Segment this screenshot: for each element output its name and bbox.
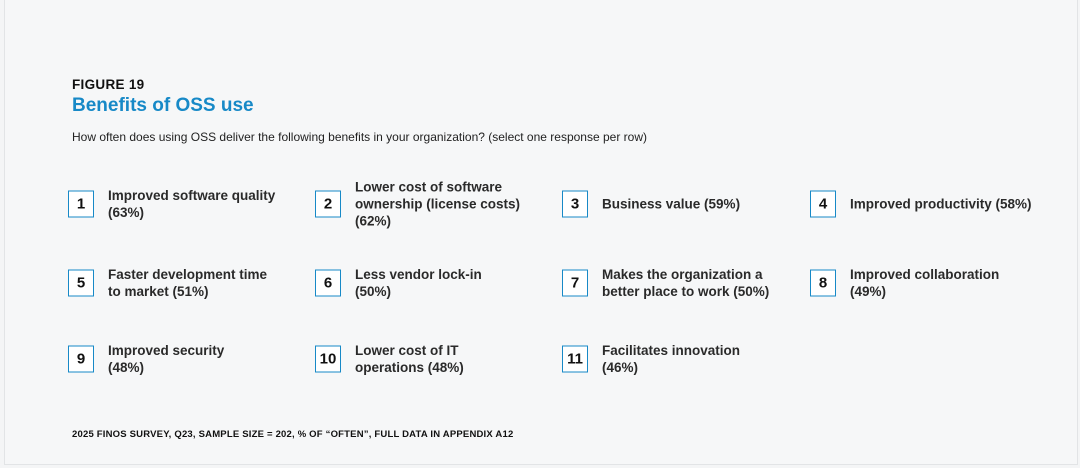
- benefit-number: 6: [315, 269, 341, 297]
- benefit-text: Improved collaboration (49%): [850, 267, 1000, 299]
- figure-panel: FIGURE 19 Benefits of OSS use How often …: [4, 0, 1078, 465]
- benefit-text: Lower cost of software ownership (licens…: [355, 179, 521, 229]
- benefit-item: 2 Lower cost of software ownership (lice…: [315, 179, 545, 229]
- benefit-item: 3 Business value (59%): [562, 179, 792, 229]
- benefit-number: 2: [315, 190, 341, 218]
- benefit-item: 11 Facilitates innovation (46%): [562, 334, 792, 384]
- benefit-item: 7 Makes the organization a better place …: [562, 258, 792, 308]
- benefit-item: 10 Lower cost of IT operations (48%): [315, 334, 545, 384]
- benefit-text: Less vendor lock-in (50%): [355, 267, 482, 299]
- figure-footnote: 2025 FINOS SURVEY, Q23, SAMPLE SIZE = 20…: [72, 429, 514, 440]
- benefit-item: 8 Improved collaboration (49%): [810, 258, 1040, 308]
- benefit-text: Business value (59%): [602, 196, 741, 212]
- benefit-text: Improved software quality (63%): [108, 188, 276, 220]
- benefit-item: 5 Faster development time to market (51%…: [68, 258, 298, 308]
- benefit-number: 10: [315, 345, 341, 373]
- benefit-number: 1: [68, 190, 94, 218]
- benefit-text: Improved security (48%): [108, 343, 225, 375]
- benefit-text: Faster development time to market (51%): [108, 267, 268, 299]
- figure-label: FIGURE 19: [72, 77, 145, 92]
- benefit-item: 1 Improved software quality (63%): [68, 179, 298, 229]
- benefit-text: Facilitates innovation (46%): [602, 343, 741, 375]
- benefit-number: 7: [562, 269, 588, 297]
- benefit-number: 11: [562, 345, 588, 373]
- benefit-item: 6 Less vendor lock-in (50%): [315, 258, 545, 308]
- benefit-number: 8: [810, 269, 836, 297]
- benefit-item: 9 Improved security (48%): [68, 334, 298, 384]
- benefit-number: 9: [68, 345, 94, 373]
- benefit-item: 4 Improved productivity (58%): [810, 179, 1040, 229]
- figure-title: Benefits of OSS use: [72, 95, 254, 116]
- benefit-text: Lower cost of IT operations (48%): [355, 343, 464, 375]
- benefit-number: 3: [562, 190, 588, 218]
- benefit-number: 5: [68, 269, 94, 297]
- benefit-text: Improved productivity (58%): [850, 196, 1032, 212]
- benefit-text: Makes the organization a better place to…: [602, 267, 770, 299]
- benefit-number: 4: [810, 190, 836, 218]
- figure-question: How often does using OSS deliver the fol…: [72, 130, 647, 144]
